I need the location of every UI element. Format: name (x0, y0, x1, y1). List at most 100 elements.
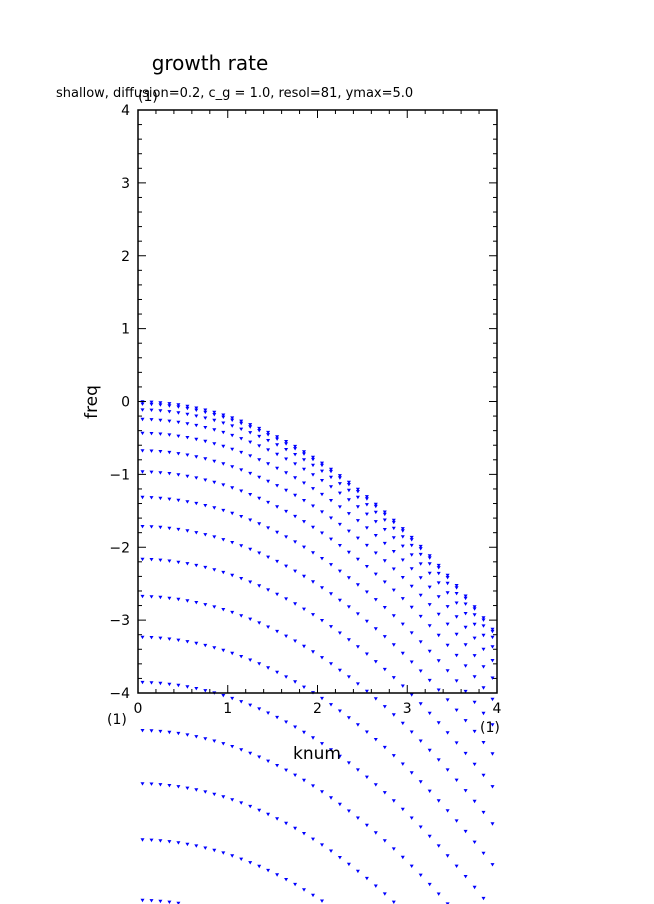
data-point (382, 606, 387, 610)
data-point (364, 689, 369, 694)
data-point (266, 448, 271, 452)
data-point (140, 449, 145, 453)
data-point (382, 635, 387, 639)
data-point (194, 563, 199, 568)
data-point (302, 450, 306, 454)
data-point (230, 511, 235, 516)
data-point (167, 410, 172, 414)
data-point (239, 857, 244, 861)
data-point (248, 423, 253, 427)
data-point (212, 428, 217, 432)
data-point (436, 612, 441, 617)
data-point (373, 520, 378, 524)
data-point (149, 729, 154, 733)
data-point (149, 402, 154, 407)
data-point (185, 599, 190, 603)
data-point (436, 595, 441, 599)
data-point (221, 508, 226, 513)
data-point (418, 739, 423, 743)
data-point (311, 455, 315, 460)
data-point (266, 526, 271, 530)
data-point (248, 493, 253, 497)
data-point (185, 404, 190, 409)
data-point (275, 505, 280, 509)
y-tick-label: −3 (109, 613, 130, 629)
data-point (293, 569, 298, 573)
data-point (320, 742, 324, 746)
data-point (418, 562, 423, 566)
data-point (445, 809, 450, 813)
data-point (391, 588, 396, 592)
data-point (409, 605, 414, 610)
data-point (239, 801, 244, 805)
data-point (337, 569, 342, 573)
y-tick-label: 3 (121, 176, 130, 192)
data-point (221, 415, 226, 419)
data-point (320, 492, 324, 497)
data-point (436, 758, 441, 762)
data-point (212, 410, 217, 415)
data-point (140, 408, 145, 412)
data-point (346, 675, 351, 679)
data-point (490, 822, 495, 826)
data-point (346, 529, 351, 533)
data-point (373, 697, 378, 701)
data-point (167, 730, 172, 735)
data-point (364, 730, 369, 734)
data-point (329, 485, 333, 489)
data-point (409, 631, 414, 635)
data-point (391, 526, 396, 531)
data-point (409, 771, 414, 775)
data-point (221, 538, 226, 542)
data-point (275, 559, 280, 564)
y-tick-label: 2 (121, 249, 130, 265)
data-point (176, 901, 181, 904)
data-point (221, 608, 226, 612)
data-point (409, 730, 414, 734)
data-point (167, 419, 172, 423)
data-point (230, 433, 235, 438)
data-point (176, 638, 181, 642)
data-point (346, 576, 351, 580)
data-point (472, 700, 477, 705)
data-point (409, 535, 414, 540)
data-point (329, 499, 333, 503)
data-point (400, 762, 405, 766)
data-point (248, 703, 253, 707)
data-point (445, 698, 450, 702)
data-point (140, 680, 145, 685)
data-point (293, 725, 298, 729)
data-point (337, 598, 342, 603)
x-tick-label: 2 (313, 701, 322, 717)
data-point (481, 647, 486, 652)
data-point (275, 443, 280, 447)
data-point (212, 442, 217, 446)
data-point (454, 653, 459, 658)
data-point (463, 643, 468, 647)
data-point (239, 437, 244, 441)
data-point (176, 434, 181, 438)
data-point (355, 505, 360, 509)
data-point (436, 581, 441, 585)
data-point (167, 637, 172, 641)
data-point (454, 819, 459, 823)
data-point (302, 520, 306, 524)
data-point (158, 496, 163, 501)
x-unit-right: (1) (480, 720, 500, 736)
data-point (203, 643, 208, 648)
data-point (149, 408, 154, 412)
data-point (454, 584, 459, 588)
data-point (382, 745, 387, 750)
data-point (311, 784, 315, 788)
data-point (329, 748, 333, 752)
data-point (373, 884, 378, 888)
data-point (167, 596, 172, 601)
data-point (445, 854, 450, 858)
data-point (230, 541, 235, 545)
data-point (257, 551, 262, 555)
data-point (149, 496, 154, 500)
data-point (302, 778, 306, 783)
data-point (329, 537, 333, 541)
data-point (329, 849, 333, 853)
data-point (490, 697, 495, 702)
